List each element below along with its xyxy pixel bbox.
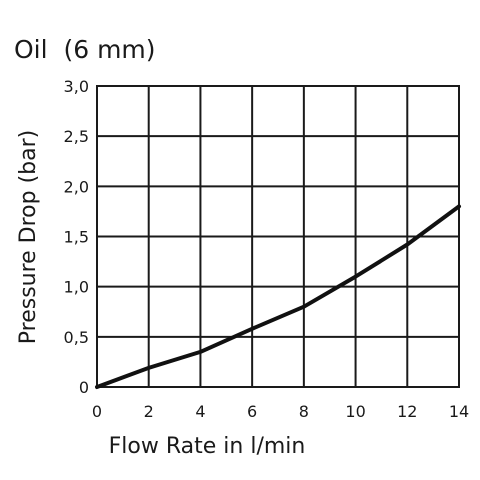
y-tick-label: 0,5 — [64, 328, 89, 347]
grid — [96, 85, 460, 388]
y-tick-label: 3,0 — [64, 77, 89, 96]
plot-frame — [96, 85, 460, 388]
x-tick-label: 8 — [299, 402, 309, 421]
x-tick-label: 4 — [195, 402, 205, 421]
x-tick-label: 0 — [92, 402, 102, 421]
x-tick-label: 2 — [144, 402, 154, 421]
x-axis-label: Flow Rate in l/min — [109, 434, 306, 459]
x-axis-ticks: 0 2 4 6 8 10 12 14 — [92, 402, 469, 421]
x-tick-label: 12 — [397, 402, 417, 421]
y-tick-label: 0 — [79, 378, 89, 397]
x-tick-label: 10 — [345, 402, 365, 421]
y-tick-label: 2,5 — [64, 127, 89, 146]
y-axis-label: Pressure Drop (bar) — [16, 130, 41, 345]
chart-title: Oil (6 mm) — [14, 35, 156, 64]
y-tick-label: 2,0 — [64, 177, 89, 196]
series-line — [95, 204, 461, 389]
y-axis-ticks: 0 0,5 1,0 1,5 2,0 2,5 3,0 — [64, 77, 89, 397]
y-tick-label: 1,5 — [64, 228, 89, 247]
x-tick-label: 6 — [247, 402, 257, 421]
y-tick-label: 1,0 — [64, 278, 89, 297]
x-tick-label: 14 — [449, 402, 469, 421]
